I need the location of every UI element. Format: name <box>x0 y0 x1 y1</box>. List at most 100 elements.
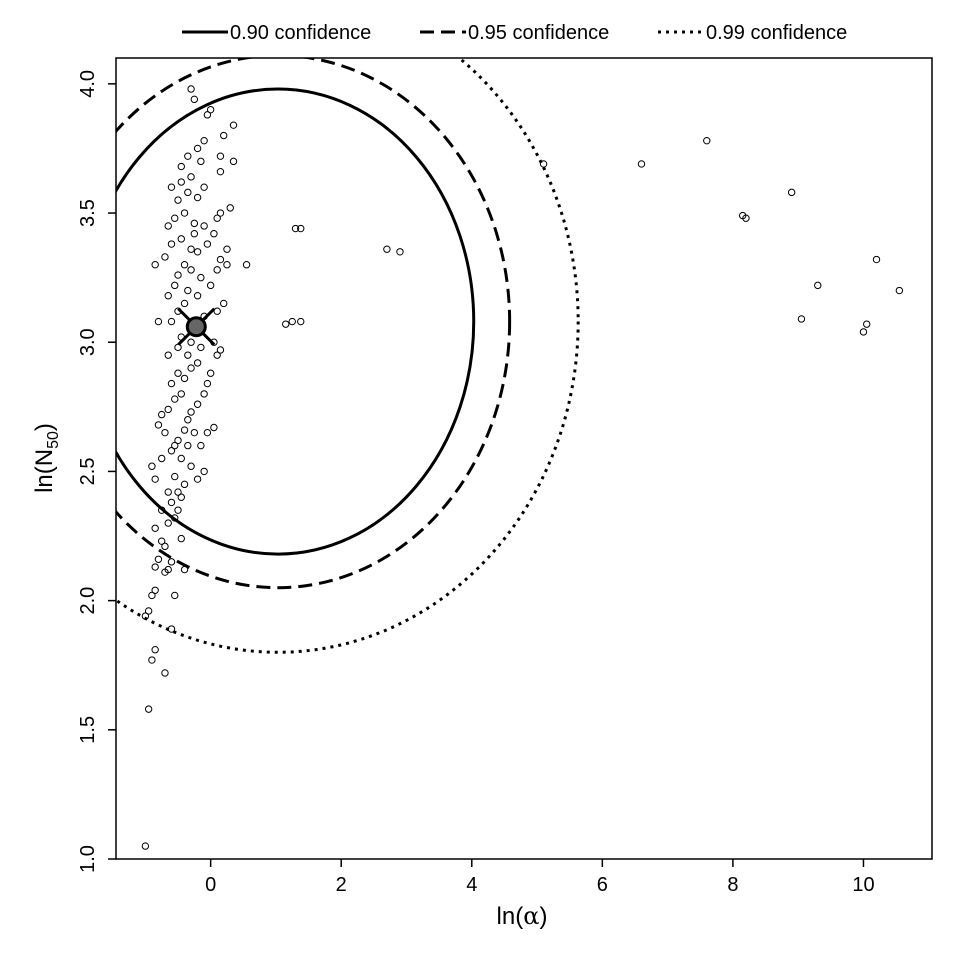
data-point <box>193 144 202 153</box>
data-point <box>144 607 153 615</box>
y-tick-label: 3.5 <box>77 199 99 227</box>
y-axis: 1.0 1.5 2.0 2.5 3.0 3.5 4.0 <box>77 70 116 873</box>
data-point <box>242 261 251 269</box>
data-point <box>282 320 290 328</box>
x-axis-label-suffix: ) <box>539 903 547 930</box>
data-point <box>223 245 231 253</box>
confidence-ellipse-0-99 <box>116 58 580 654</box>
data-point <box>148 591 156 600</box>
data-point <box>180 426 189 434</box>
data-point <box>148 656 156 664</box>
data-point <box>226 204 234 212</box>
data-point <box>157 410 166 419</box>
data-point <box>167 240 176 248</box>
data-point <box>859 328 868 336</box>
data-point <box>177 454 185 463</box>
data-point <box>167 447 176 455</box>
data-point <box>184 416 192 424</box>
data-point <box>171 214 179 222</box>
x-tick-label: 6 <box>597 874 608 896</box>
data-point <box>190 428 199 437</box>
data-point <box>193 359 202 367</box>
data-point <box>151 475 159 483</box>
plot-frame <box>115 57 933 860</box>
data-point <box>187 85 195 93</box>
data-point <box>197 273 205 282</box>
data-point <box>203 111 212 119</box>
data-point <box>164 222 172 230</box>
x-axis: 0 2 4 6 8 10 <box>205 859 875 896</box>
data-point <box>210 423 218 432</box>
data-point <box>164 488 172 496</box>
y-tick-label: 2.0 <box>77 587 99 615</box>
data-point <box>703 136 711 145</box>
data-point <box>197 157 205 166</box>
data-point <box>187 364 195 372</box>
data-point <box>174 343 182 352</box>
data-point <box>297 317 305 326</box>
data-point <box>174 436 182 445</box>
data-point <box>193 193 202 202</box>
data-point <box>180 374 189 383</box>
data-point <box>167 625 176 633</box>
legend-label-0-90: 0.90 confidence <box>230 22 371 44</box>
data-point <box>787 188 796 197</box>
data-point <box>184 351 192 359</box>
data-point <box>174 488 182 496</box>
data-point <box>216 255 225 264</box>
data-point <box>216 346 225 354</box>
data-point <box>797 315 806 323</box>
data-point <box>203 428 212 437</box>
data-point <box>200 390 208 398</box>
data-point <box>396 248 404 256</box>
data-point <box>151 261 159 269</box>
data-point <box>206 369 215 377</box>
data-point <box>177 493 185 501</box>
data-point <box>167 317 176 326</box>
data-point <box>216 209 225 217</box>
legend: 0.90 confidence 0.95 confidence 0.99 con… <box>182 22 847 44</box>
data-point <box>171 281 179 290</box>
data-point <box>164 565 172 574</box>
data-point <box>144 705 153 713</box>
data-point <box>220 131 228 140</box>
data-point <box>200 467 208 476</box>
plot-area <box>115 57 933 860</box>
data-point <box>154 555 163 563</box>
data-point <box>184 286 192 295</box>
data-point <box>154 421 163 429</box>
y-axis-label-suffix: ) <box>31 423 58 431</box>
data-point <box>161 542 169 551</box>
data-point <box>187 462 195 470</box>
x-tick-label: 10 <box>852 874 874 896</box>
legend-label-0-99: 0.99 confidence <box>706 22 847 44</box>
y-tick-label: 4.0 <box>77 70 99 98</box>
data-point <box>151 563 159 571</box>
data-point <box>151 586 159 594</box>
data-point <box>171 591 179 600</box>
confidence-ellipse-0-90 <box>116 87 476 556</box>
confidence-ellipses <box>116 58 580 654</box>
data-point <box>216 152 225 160</box>
data-point <box>164 351 172 359</box>
data-point <box>216 167 225 176</box>
data-point <box>171 395 179 403</box>
data-point <box>193 475 202 483</box>
data-point <box>229 121 238 129</box>
data-point <box>297 224 305 233</box>
data-point <box>184 152 192 160</box>
data-point <box>203 240 212 248</box>
data-point <box>197 441 205 450</box>
data-point <box>187 245 195 253</box>
data-point <box>174 196 182 204</box>
data-point <box>213 214 221 222</box>
data-point <box>197 343 205 352</box>
data-point <box>223 261 231 269</box>
data-point <box>157 537 166 545</box>
data-point <box>177 178 185 186</box>
data-point <box>151 524 159 532</box>
data-point <box>637 160 646 168</box>
data-point <box>164 405 172 414</box>
mle-point <box>185 316 207 338</box>
x-tick-label: 8 <box>727 874 738 896</box>
